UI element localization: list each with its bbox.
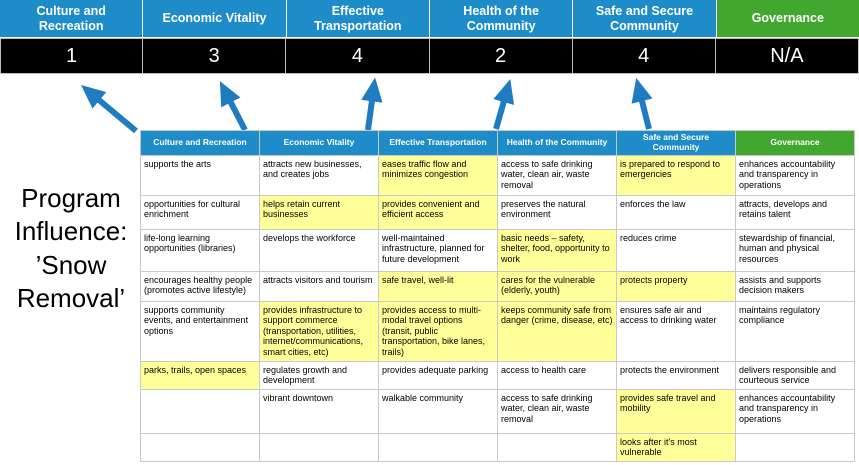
matrix-cell: maintains regulatory compliance [735,300,855,362]
matrix-cell: reduces crime [616,228,736,272]
scoreboard-score-1: 3 [143,38,287,74]
scoreboard-header-2: Effective Transportation [286,0,429,37]
matrix-cell: delivers responsible and courteous servi… [735,360,855,390]
matrix-cell: basic needs – safety, shelter, food, opp… [497,228,617,272]
program-title: Program Influence: ’Snow Removal’ [14,183,128,313]
matrix-cell: is prepared to respond to emergencies [616,154,736,196]
matrix-cell: encourages healthy people (promotes acti… [140,270,260,302]
matrix-cell [735,432,855,463]
matrix-header-4: Safe and Secure Community [616,130,736,156]
scoreboard-header-0: Culture and Recreation [0,0,143,37]
matrix-cell: enhances accountability and transparency… [735,388,855,434]
scoreboard-header-5: Governance [716,0,859,37]
matrix-cell: provides infrastructure to support comme… [259,300,379,362]
matrix-cell: attracts, develops and retains talent [735,194,855,230]
matrix-header-3: Health of the Community [497,130,617,156]
matrix-header-2: Effective Transportation [378,130,498,156]
matrix-cell: attracts new businesses, and creates job… [259,154,379,196]
matrix-cell: preserves the natural environment [497,194,617,230]
matrix-cell: provides access to multi-modal travel op… [378,300,498,362]
arrow-icon-2 [219,81,248,132]
matrix-header-1: Economic Vitality [259,130,379,156]
matrix-header-0: Culture and Recreation [140,130,260,156]
matrix-cell: enforces the law [616,194,736,230]
matrix-cell: walkable community [378,388,498,434]
scoreboard-score-2: 4 [286,38,430,74]
scoreboard-score-0: 1 [0,38,144,74]
matrix-cell: develops the workforce [259,228,379,272]
scoreboard-header-3: Health of the Community [429,0,573,37]
matrix-row: vibrant downtown walkable community access… [140,388,855,434]
arrow-icon-1 [81,84,138,134]
matrix-cell [140,388,260,434]
matrix-cell: regulates growth and development [259,360,379,390]
matrix-cell: looks after it's most vulnerable [616,432,736,463]
scoreboard-score-3: 2 [429,38,573,74]
matrix-cell: assists and supports decision makers [735,270,855,302]
matrix-cell: access to safe drinking water, clean air… [497,388,617,434]
matrix-cell: life-long learning opportunities (librar… [140,228,260,272]
matrix-cell: opportunities for cultural enrichment [140,194,260,230]
influence-matrix: Culture and Recreation Economic Vitality E… [140,130,855,463]
arrow-icon-5 [631,77,653,130]
matrix-cell [378,432,498,463]
matrix-row: looks after it's most vulnerable [140,432,855,463]
scoreboard: Culture and Recreation Economic Vitality E… [0,0,859,74]
matrix-cell [259,432,379,463]
arrow-icon-3 [361,77,383,131]
matrix-cell: vibrant downtown [259,388,379,434]
matrix-cell: provides safe travel and mobility [616,388,736,434]
matrix-cell: parks, trails, open spaces [140,360,260,390]
matrix-cell: protects property [616,270,736,302]
matrix-cell [140,432,260,463]
matrix-row: encourages healthy people (promotes acti… [140,270,855,302]
matrix-cell: safe travel, well-lit [378,270,498,302]
matrix-cell: supports community events, and entertain… [140,300,260,362]
scoreboard-header-row: Culture and Recreation Economic Vitality E… [0,0,859,37]
matrix-header-row: Culture and Recreation Economic Vitality E… [140,130,855,156]
matrix-cell: access to health care [497,360,617,390]
matrix-row: opportunities for cultural enrichment hel… [140,194,855,230]
matrix-cell: stewardship of financial, human and phys… [735,228,855,272]
matrix-header-5: Governance [735,130,855,156]
scoreboard-score-row: 1 3 4 2 4 N/A [0,38,859,74]
scoreboard-score-5: N/A [715,38,859,74]
matrix-cell: cares for the vulnerable (elderly, youth… [497,270,617,302]
scoreboard-score-4: 4 [572,38,716,74]
matrix-cell [497,432,617,463]
matrix-row: parks, trails, open spaces regulates grow… [140,360,855,390]
matrix-cell: attracts visitors and tourism [259,270,379,302]
matrix-cell: protects the environment [616,360,736,390]
matrix-cell: provides adequate parking [378,360,498,390]
matrix-cell: ensures safe air and access to drinking … [616,300,736,362]
scoreboard-header-4: Safe and Secure Community [573,0,716,37]
matrix-cell: access to safe drinking water, clean air… [497,154,617,196]
matrix-cell: helps retain current businesses [259,194,379,230]
matrix-body: supports the arts attracts new businesses… [140,154,855,463]
matrix-cell: keeps community safe from danger (crime,… [497,300,617,362]
arrow-icon-4 [493,79,515,130]
matrix-cell: supports the arts [140,154,260,196]
matrix-cell: eases traffic flow and minimizes congest… [378,154,498,196]
matrix-cell: well-maintained infrastructure, planned … [378,228,498,272]
matrix-cell: enhances accountability and transparency… [735,154,855,196]
matrix-row: supports community events, and entertain… [140,300,855,362]
matrix-cell: provides convenient and efficient access [378,194,498,230]
scoreboard-header-1: Economic Vitality [143,0,286,37]
matrix-row: life-long learning opportunities (librar… [140,228,855,272]
matrix-row: supports the arts attracts new businesses… [140,154,855,196]
